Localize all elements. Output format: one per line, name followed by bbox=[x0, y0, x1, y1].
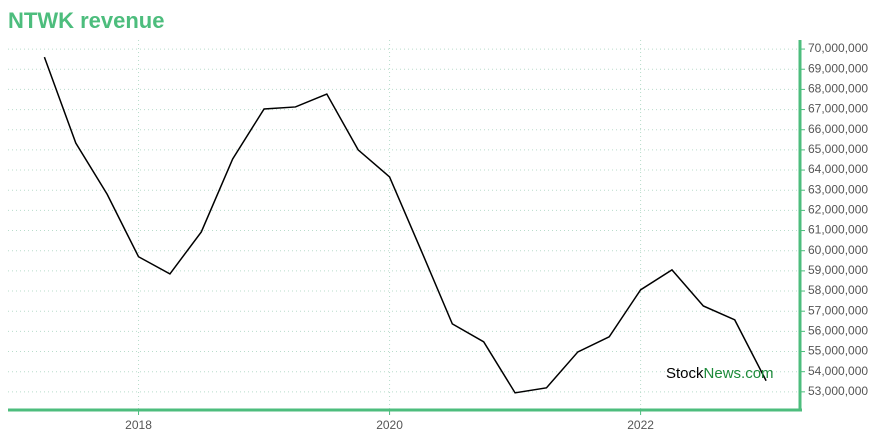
y-tick-label: 67,000,000 bbox=[808, 102, 868, 116]
watermark: StockNews.com bbox=[666, 365, 774, 382]
x-tick-label: 2022 bbox=[627, 418, 654, 432]
chart-title: NTWK revenue bbox=[8, 8, 164, 33]
y-tick-label: 54,000,000 bbox=[808, 364, 868, 378]
y-tick-label: 70,000,000 bbox=[808, 41, 868, 55]
y-tick-label: 59,000,000 bbox=[808, 263, 868, 277]
watermark-suffix: News.com bbox=[704, 365, 774, 382]
y-tick-label: 61,000,000 bbox=[808, 223, 868, 237]
watermark-prefix: Stock bbox=[666, 365, 704, 382]
x-tick-label: 2020 bbox=[376, 418, 403, 432]
y-tick-label: 57,000,000 bbox=[808, 303, 868, 317]
y-tick-label: 64,000,000 bbox=[808, 162, 868, 176]
y-tick-label: 56,000,000 bbox=[808, 324, 868, 338]
y-tick-label: 69,000,000 bbox=[808, 61, 868, 75]
x-tick-label: 2018 bbox=[125, 418, 152, 432]
y-tick-label: 55,000,000 bbox=[808, 344, 868, 358]
line-series bbox=[43, 56, 767, 394]
y-tick-label: 62,000,000 bbox=[808, 203, 868, 217]
y-tick-label: 58,000,000 bbox=[808, 283, 868, 297]
y-tick-label: 68,000,000 bbox=[808, 82, 868, 96]
y-tick-label: 65,000,000 bbox=[808, 142, 868, 156]
y-tick-label: 60,000,000 bbox=[808, 243, 868, 257]
y-tick-label: 63,000,000 bbox=[808, 182, 868, 196]
y-tick-label: 53,000,000 bbox=[808, 384, 868, 398]
y-tick-label: 66,000,000 bbox=[808, 122, 868, 136]
